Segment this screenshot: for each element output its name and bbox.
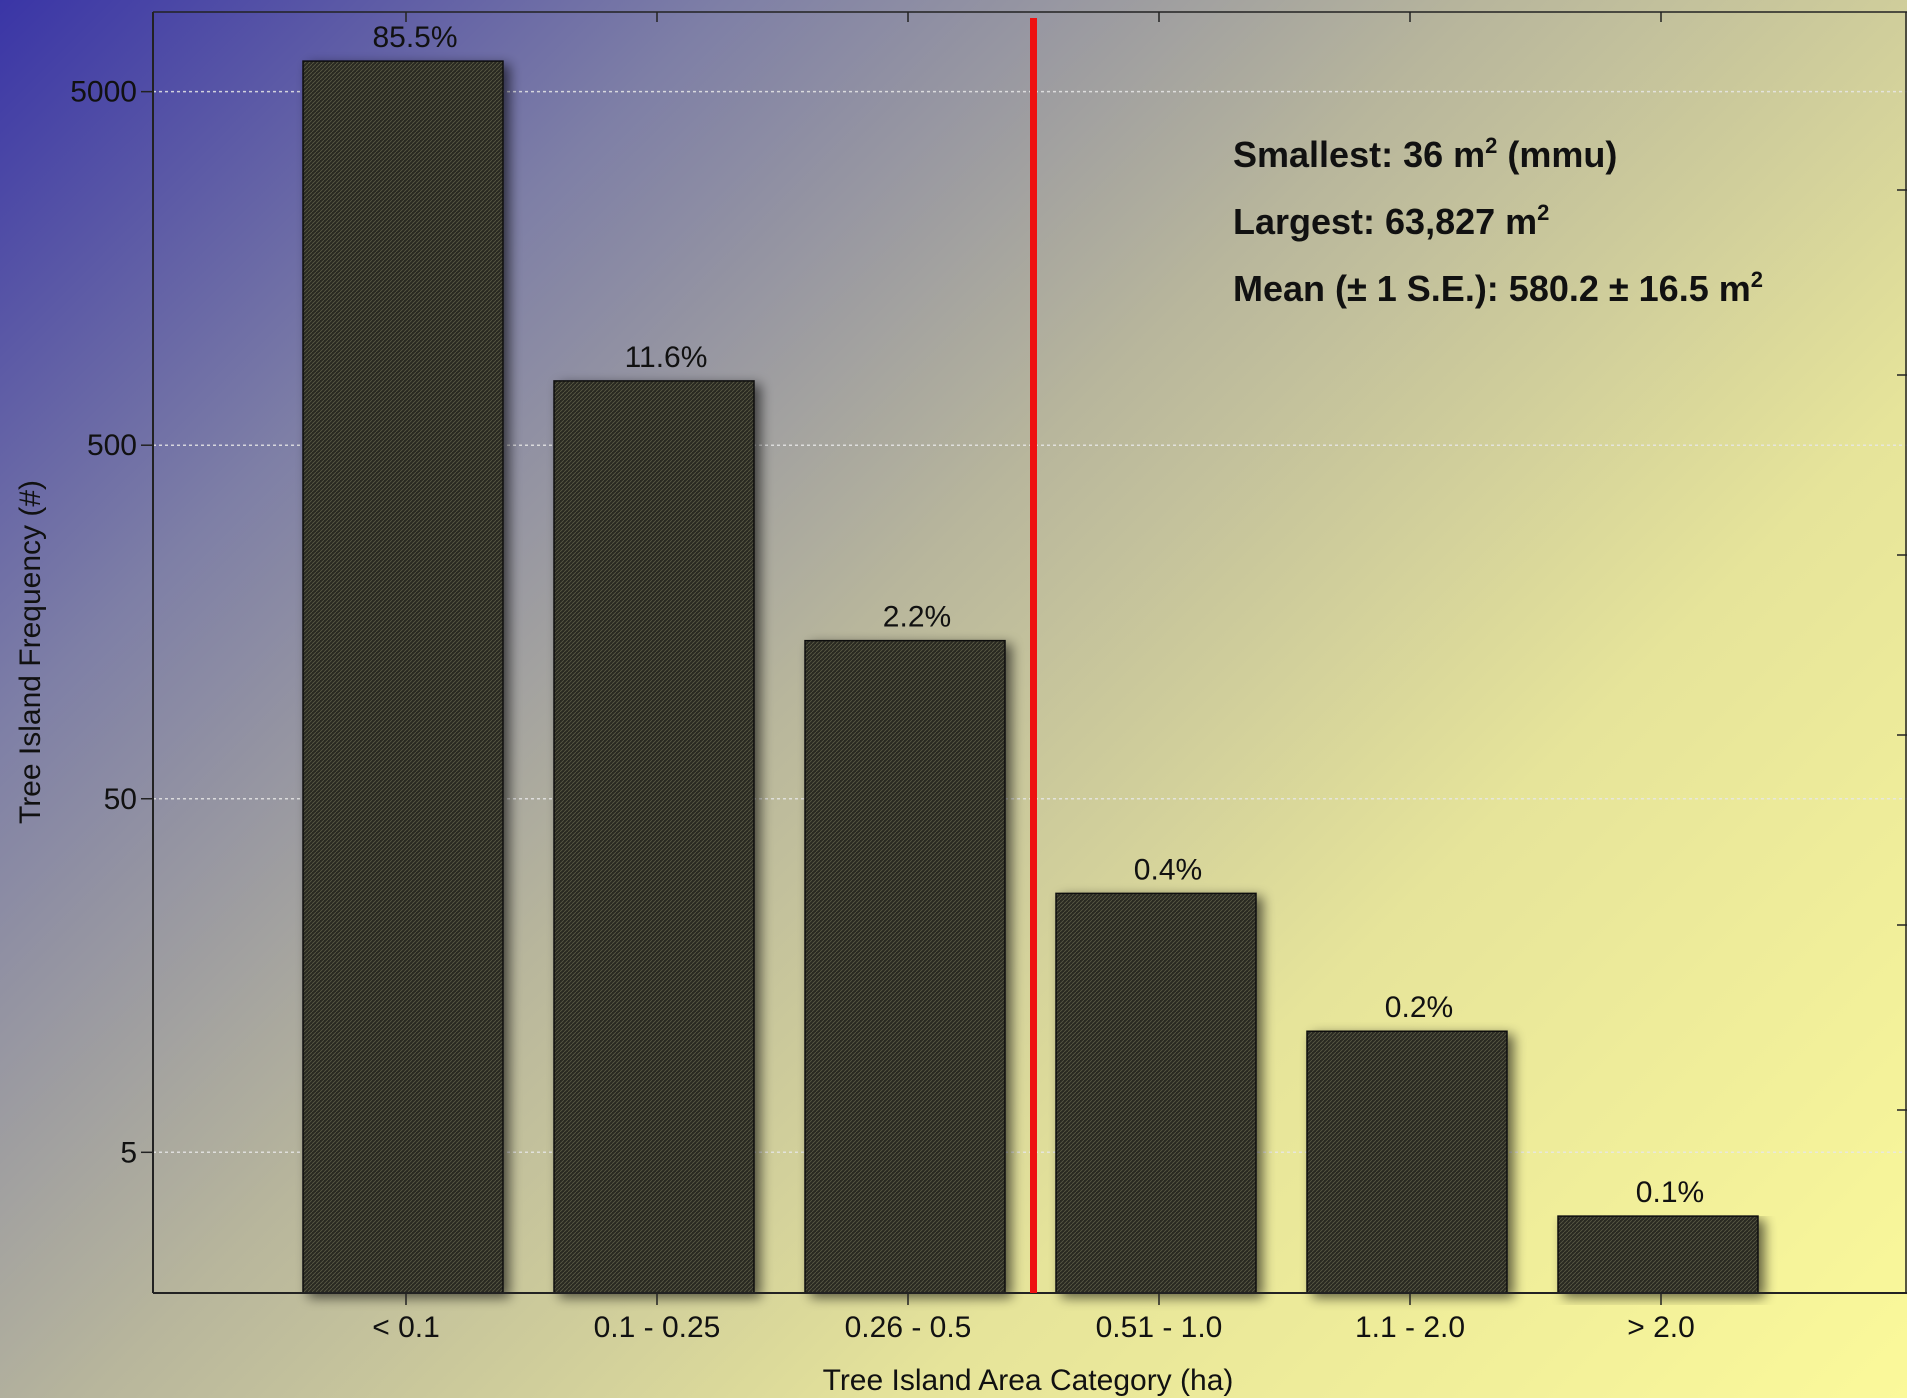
bar [804, 639, 1006, 1294]
x-tick-label: 0.26 - 0.5 [845, 1311, 972, 1344]
bar [553, 380, 755, 1294]
x-tick-label: 0.51 - 1.0 [1096, 1311, 1223, 1344]
bar [1557, 1215, 1759, 1294]
bar-data-label: 2.2% [883, 601, 951, 634]
bar [302, 60, 504, 1294]
bar-data-label: 0.4% [1134, 853, 1202, 886]
y-tick-label: 50 [104, 783, 137, 816]
bar [1306, 1030, 1508, 1294]
bar-data-label: 0.1% [1636, 1176, 1704, 1209]
bar-data-label: 85.5% [372, 21, 457, 54]
labels: 5 50 500 5000 85.5% < 0.1 11.6% 0.1 - 0.25 2.2% 0… [14, 21, 1704, 1397]
x-tick-label: < 0.1 [372, 1311, 440, 1344]
bar-data-label: 11.6% [625, 341, 708, 374]
y-axis-title: Tree Island Frequency (#) [14, 480, 47, 824]
y-tick-label: 500 [87, 429, 137, 462]
x-axis-title: Tree Island Area Category (ha) [823, 1364, 1234, 1397]
x-tick-label: > 2.0 [1627, 1311, 1695, 1344]
stat-line: Largest: 63,827 m2 [1233, 200, 1549, 242]
axes [141, 11, 1907, 1305]
stat-line: Mean (± 1 S.E.): 580.2 ± 16.5 m2 [1233, 267, 1763, 309]
stats-annotation: Smallest: 36 m2 (mmu) Largest: 63,827 m2 M… [1233, 133, 1763, 309]
y-tick-label: 5000 [70, 76, 137, 109]
y-tick-label: 5 [120, 1136, 137, 1169]
bar [1055, 892, 1257, 1294]
x-tick-label: 0.1 - 0.25 [594, 1311, 721, 1344]
stat-line: Smallest: 36 m2 (mmu) [1233, 133, 1617, 175]
bar-data-label: 0.2% [1385, 991, 1453, 1024]
x-tick-label: 1.1 - 2.0 [1355, 1311, 1465, 1344]
